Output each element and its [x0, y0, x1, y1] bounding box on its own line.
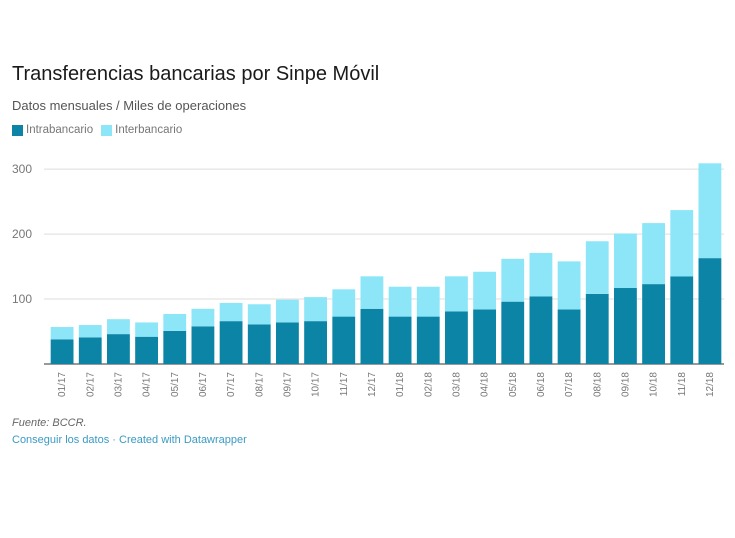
bar-intrabancario — [670, 276, 694, 364]
x-tick-label: 11/17 — [339, 372, 350, 397]
bar-intrabancario — [698, 258, 722, 364]
x-tick-label: 08/18 — [592, 372, 603, 397]
y-tick-label: 100 — [12, 292, 32, 306]
bar-interbancario — [529, 252, 553, 297]
footer-links: Conseguir los datos · Created with Dataw… — [12, 434, 247, 446]
x-tick-label: 10/17 — [311, 372, 322, 397]
x-tick-label: 05/18 — [508, 372, 519, 397]
legend-label-intrabancario: Intrabancario — [26, 124, 94, 136]
bar-interbancario — [107, 319, 130, 335]
x-tick-label: 03/18 — [451, 372, 462, 397]
x-tick-label: 09/18 — [620, 372, 631, 397]
bar-interbancario — [473, 271, 496, 310]
x-tick-label: 06/18 — [536, 372, 547, 397]
legend-item-interbancario: Interbancario — [101, 124, 182, 136]
legend: Intrabancario Interbancario — [12, 124, 182, 136]
legend-swatch-interbancario — [101, 124, 113, 136]
x-tick-label: 04/18 — [480, 372, 491, 397]
x-tick-label: 02/17 — [85, 372, 96, 397]
bar-intrabancario — [445, 311, 468, 364]
bar-interbancario — [360, 276, 384, 309]
grid: 100 200 300 — [12, 162, 724, 365]
bar-interbancario — [388, 286, 412, 317]
legend-label-interbancario: Interbancario — [115, 124, 183, 136]
bar-intrabancario — [501, 301, 525, 364]
bar-interbancario — [332, 289, 356, 317]
x-tick-label: 04/17 — [142, 372, 153, 397]
bar-interbancario — [698, 163, 722, 259]
bar-interbancario — [276, 299, 299, 323]
datawrapper-credit-link[interactable]: Created with Datawrapper — [119, 434, 247, 446]
chart-title: Transferencias bancarias por Sinpe Móvil — [12, 63, 380, 85]
x-tick-label: 01/17 — [57, 372, 68, 397]
bar-intrabancario — [416, 316, 440, 364]
bar-intrabancario — [219, 321, 243, 364]
bar-intrabancario — [388, 316, 412, 364]
bar-interbancario — [501, 258, 525, 302]
bar-interbancario — [135, 322, 158, 337]
bar-intrabancario — [304, 321, 327, 364]
source-note: Fuente: BCCR. — [12, 417, 87, 429]
bar-intrabancario — [163, 330, 187, 364]
x-tick-label: 05/17 — [170, 372, 181, 397]
bar-intrabancario — [642, 284, 665, 364]
x-tick-label: 07/17 — [226, 372, 237, 397]
x-tick-label: 07/18 — [564, 372, 575, 397]
bar-interbancario — [642, 223, 665, 285]
bar-intrabancario — [276, 322, 299, 364]
x-tick-label: 12/18 — [705, 372, 716, 397]
x-tick-label: 01/18 — [395, 372, 406, 397]
get-data-link[interactable]: Conseguir los datos — [12, 434, 110, 446]
bar-interbancario — [585, 241, 609, 294]
chart-subtitle: Datos mensuales / Miles de operaciones — [12, 98, 247, 113]
x-tick-label: 02/18 — [423, 372, 434, 397]
bar-intrabancario — [473, 309, 496, 364]
x-axis-labels: 01/17 02/17 03/17 04/17 05/17 06/17 07/17 08/17… — [57, 372, 716, 397]
bar-interbancario — [614, 233, 637, 289]
bars — [50, 163, 722, 364]
bar-intrabancario — [332, 316, 356, 364]
x-tick-label: 11/18 — [677, 372, 688, 397]
bar-interbancario — [50, 326, 74, 340]
x-tick-label: 12/17 — [367, 372, 378, 397]
bar-interbancario — [416, 286, 440, 317]
x-tick-label: 10/18 — [649, 372, 660, 397]
bar-intrabancario — [557, 309, 581, 364]
legend-swatch-intrabancario — [12, 124, 23, 136]
x-tick-label: 09/17 — [282, 372, 293, 397]
bar-interbancario — [219, 302, 243, 322]
bar-intrabancario — [191, 326, 215, 364]
bar-intrabancario — [585, 293, 609, 364]
bar-interbancario — [163, 313, 187, 331]
bar-intrabancario — [107, 334, 130, 364]
bar-intrabancario — [78, 337, 102, 364]
bar-intrabancario — [529, 296, 553, 364]
bar-intrabancario — [614, 288, 637, 364]
bar-interbancario — [304, 297, 327, 322]
bar-interbancario — [445, 276, 468, 312]
x-tick-label: 06/17 — [198, 372, 209, 397]
x-tick-label: 03/17 — [113, 372, 124, 397]
bar-chart: 100 200 300 01/17 02/17 03/17 04/17 05/17 06/17… — [12, 162, 724, 397]
bar-interbancario — [191, 308, 215, 327]
bar-interbancario — [78, 325, 102, 338]
y-tick-label: 200 — [12, 227, 32, 241]
x-tick-label: 08/17 — [254, 372, 265, 397]
bar-intrabancario — [360, 308, 384, 364]
bar-intrabancario — [135, 336, 158, 364]
bar-interbancario — [557, 261, 581, 310]
bar-interbancario — [247, 304, 271, 325]
link-separator: · — [109, 434, 120, 446]
bar-intrabancario — [247, 324, 271, 364]
bar-intrabancario — [50, 339, 74, 364]
y-tick-label: 300 — [12, 162, 32, 176]
bar-interbancario — [670, 210, 694, 277]
legend-item-intrabancario: Intrabancario — [12, 124, 93, 136]
